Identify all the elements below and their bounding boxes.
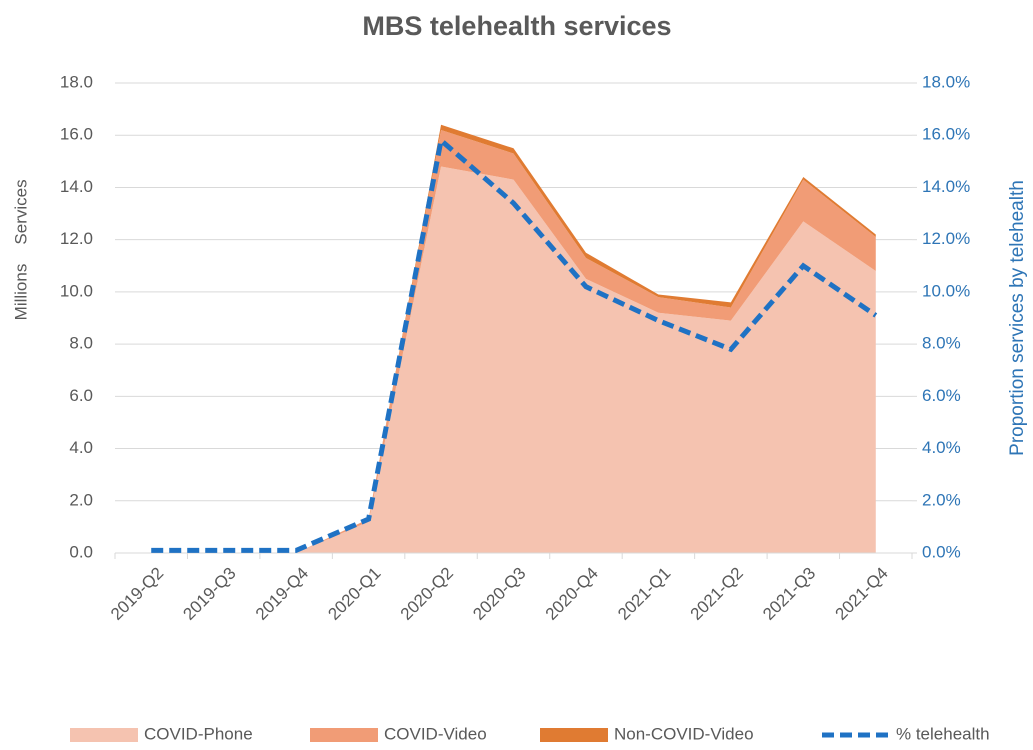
chart-title: MBS telehealth services (362, 11, 671, 41)
legend-swatch (540, 728, 608, 742)
x-tick-label: 2021-Q1 (614, 564, 674, 624)
x-tick-label: 2021-Q2 (687, 564, 747, 624)
y2-tick-label: 10.0% (922, 281, 970, 300)
area (151, 166, 876, 554)
y2-tick-label: 4.0% (922, 438, 961, 457)
x-tick-label: 2019-Q3 (179, 564, 239, 624)
y-tick-label: 8.0 (69, 334, 93, 353)
legend-label: Non-COVID-Video (614, 724, 754, 743)
y-tick-label: 4.0 (69, 438, 93, 457)
y-tick-label: 12.0 (60, 229, 93, 248)
x-tick-label: 2020-Q3 (469, 564, 529, 624)
y-tick-label: 16.0 (60, 125, 93, 144)
x-tick-label: 2021-Q3 (759, 564, 819, 624)
y-axis-label: Services (11, 179, 30, 244)
y2-tick-label: 6.0% (922, 386, 961, 405)
legend-swatch (310, 728, 378, 742)
y2-tick-label: 14.0% (922, 177, 970, 196)
x-tick-label: 2021-Q4 (832, 564, 892, 624)
y-tick-label: 0.0 (69, 542, 93, 561)
x-tick-label: 2020-Q2 (397, 564, 457, 624)
legend-label: COVID-Video (384, 724, 487, 743)
y2-tick-label: 2.0% (922, 490, 961, 509)
x-tick-label: 2019-Q2 (107, 564, 167, 624)
y-axis-unit: Millions (11, 264, 30, 321)
legend-label: % telehealth (896, 724, 990, 743)
y-tick-label: 18.0 (60, 72, 93, 91)
legend-swatch (70, 728, 138, 742)
legend-label: COVID-Phone (144, 724, 253, 743)
y-tick-label: 2.0 (69, 490, 93, 509)
y2-tick-label: 0.0% (922, 542, 961, 561)
line (151, 135, 878, 553)
x-tick-label: 2019-Q4 (252, 564, 312, 624)
y-tick-label: 14.0 (60, 177, 93, 196)
x-tick-label: 2020-Q4 (542, 564, 602, 624)
y2-axis-label: Proportion services by telehealth (1007, 180, 1028, 456)
y2-tick-label: 12.0% (922, 229, 970, 248)
y-tick-label: 6.0 (69, 386, 93, 405)
y-tick-label: 10.0 (60, 281, 93, 300)
x-tick-label: 2020-Q1 (324, 564, 384, 624)
y2-tick-label: 8.0% (922, 334, 961, 353)
y2-tick-label: 16.0% (922, 125, 970, 144)
y2-tick-label: 18.0% (922, 72, 970, 91)
